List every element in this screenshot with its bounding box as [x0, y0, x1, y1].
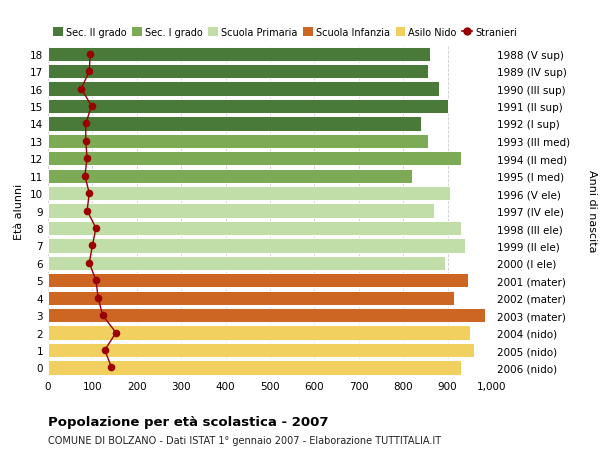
- Point: [77, 86, 86, 93]
- Bar: [48, 117, 421, 131]
- Bar: [48, 47, 430, 62]
- Y-axis label: Anni di nascita: Anni di nascita: [587, 170, 596, 252]
- Point: [81, 138, 91, 145]
- Point: [85, 260, 94, 267]
- Bar: [48, 343, 474, 358]
- Bar: [48, 291, 454, 305]
- Point: [85, 68, 94, 76]
- Bar: [48, 169, 412, 184]
- Point: [81, 121, 91, 128]
- Bar: [48, 82, 439, 96]
- Bar: [48, 152, 461, 166]
- Bar: [48, 239, 466, 253]
- Point: [91, 277, 101, 285]
- Y-axis label: Età alunni: Età alunni: [14, 183, 25, 239]
- Legend: Sec. II grado, Sec. I grado, Scuola Primaria, Scuola Infanzia, Asilo Nido, Stran: Sec. II grado, Sec. I grado, Scuola Prim…: [53, 28, 517, 38]
- Bar: [48, 134, 428, 149]
- Point: [82, 207, 92, 215]
- Point: [87, 103, 97, 111]
- Point: [111, 329, 121, 336]
- Point: [98, 312, 107, 319]
- Bar: [48, 274, 467, 288]
- Bar: [48, 221, 461, 235]
- Text: COMUNE DI BOLZANO - Dati ISTAT 1° gennaio 2007 - Elaborazione TUTTITALIA.IT: COMUNE DI BOLZANO - Dati ISTAT 1° gennai…: [48, 435, 441, 445]
- Bar: [48, 204, 434, 218]
- Text: Popolazione per età scolastica - 2007: Popolazione per età scolastica - 2007: [48, 415, 329, 428]
- Point: [85, 190, 94, 197]
- Point: [88, 242, 97, 250]
- Point: [80, 173, 89, 180]
- Point: [107, 364, 116, 371]
- Bar: [48, 326, 470, 340]
- Bar: [48, 308, 485, 323]
- Point: [91, 225, 101, 232]
- Point: [94, 294, 103, 302]
- Bar: [48, 256, 445, 270]
- Bar: [48, 361, 461, 375]
- Bar: [48, 100, 448, 114]
- Bar: [48, 187, 450, 201]
- Point: [85, 51, 95, 58]
- Bar: [48, 65, 428, 79]
- Point: [82, 155, 92, 162]
- Point: [100, 347, 110, 354]
